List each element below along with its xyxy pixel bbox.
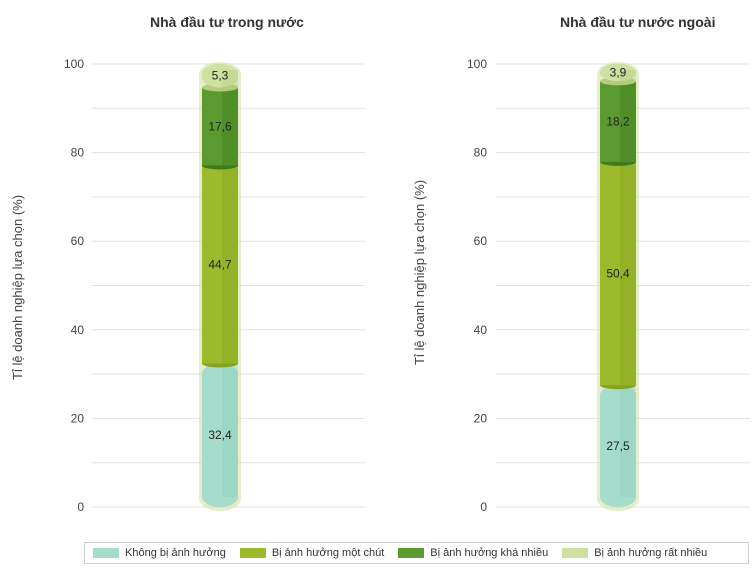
segment-slightly-affected-foreign (600, 161, 636, 386)
y-tick-label-domestic: 0 (77, 500, 84, 514)
segment-not-affected-foreign (600, 385, 636, 507)
segment-fairly-affected-domestic (202, 87, 238, 166)
legend-item-heavily-affected: Bị ảnh hưởng rất nhiều (562, 547, 707, 559)
legend-label-fairly-affected: Bị ảnh hưởng khá nhiều (430, 547, 549, 559)
legend-swatch-fairly-affected (398, 548, 425, 558)
y-tick-label-foreign: 40 (474, 323, 488, 337)
data-label-slightly-affected-foreign: 50,4 (606, 267, 630, 281)
segment-shade-slightly-affected-domestic (222, 165, 238, 364)
stacked-tube-charts: 0 20 40 60 80 100 32,4 44,7 17,6 5,3 0 20 40 60 80 100 2… (64, 57, 750, 514)
data-label-fairly-affected-domestic: 17,6 (208, 119, 232, 133)
y-tick-label-domestic: 20 (71, 411, 85, 425)
data-label-not-affected-foreign: 27,5 (606, 439, 630, 453)
segment-heavily-affected-foreign (600, 64, 636, 82)
legend-label-slightly-affected: Bị ảnh hưởng một chút (271, 547, 385, 559)
y-tick-label-foreign: 80 (474, 146, 488, 160)
segment-slightly-affected-domestic (202, 165, 238, 364)
data-label-heavily-affected-domestic: 5,3 (212, 69, 229, 83)
legend-label-heavily-affected: Bị ảnh hưởng rất nhiều (594, 547, 708, 559)
legend-item-not-affected: Không bị ảnh hưởng (93, 547, 226, 559)
legend-swatch-heavily-affected (562, 548, 589, 558)
chart-title-domestic: Nhà đầu tư trong nước (150, 14, 304, 30)
segment-shade-heavily-affected-domestic (222, 70, 238, 88)
chart-title-foreign: Nhà đầu tư nước ngoài (560, 14, 716, 30)
legend-item-slightly-affected: Bị ảnh hưởng một chút (239, 547, 385, 559)
legend-item-fairly-affected: Bị ảnh hưởng khá nhiều (398, 547, 548, 559)
y-tick-label-foreign: 20 (474, 411, 488, 425)
data-label-slightly-affected-domestic: 44,7 (208, 257, 232, 271)
segment-fairly-affected-foreign (600, 81, 636, 162)
y-tick-label-domestic: 60 (71, 234, 85, 248)
segment-heavily-affected-domestic (202, 64, 238, 88)
data-label-fairly-affected-foreign: 18,2 (606, 115, 630, 129)
y-tick-label-foreign: 0 (480, 500, 487, 514)
segment-not-affected-domestic (202, 363, 238, 507)
y-tick-label-domestic: 100 (64, 57, 84, 71)
y-tick-label-foreign: 60 (474, 234, 488, 248)
legend-label-not-affected: Không bị ảnh hưởng (125, 547, 226, 559)
segment-shade-fairly-affected-foreign (620, 81, 636, 162)
legend-swatch-slightly-affected (239, 548, 266, 558)
legend: Không bị ảnh hưởng Bị ảnh hưởng một chút… (84, 542, 749, 564)
y-tick-label-domestic: 80 (71, 146, 85, 160)
segment-shade-not-affected-domestic (222, 363, 238, 497)
segment-shade-fairly-affected-domestic (222, 87, 238, 166)
segment-shade-heavily-affected-foreign (620, 70, 636, 82)
data-label-not-affected-domestic: 32,4 (208, 428, 232, 442)
y-tick-label-domestic: 40 (71, 323, 85, 337)
data-label-heavily-affected-foreign: 3,9 (610, 66, 627, 80)
segment-shade-slightly-affected-foreign (620, 161, 636, 386)
y-tick-label-foreign: 100 (467, 57, 487, 71)
segment-shade-not-affected-foreign (620, 385, 636, 497)
legend-swatch-not-affected (93, 548, 119, 558)
